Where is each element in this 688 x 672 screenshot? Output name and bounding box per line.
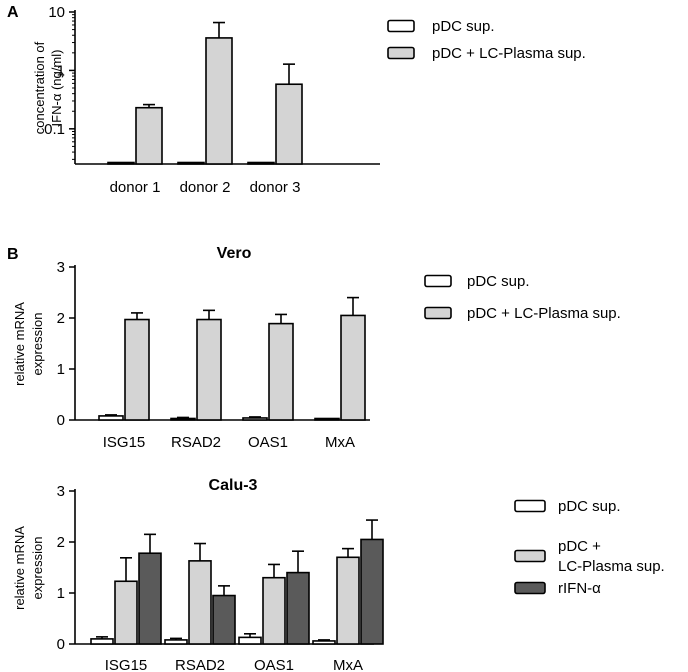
legend-label: pDC + LC-Plasma sup.: [432, 45, 586, 62]
bar-white: [90, 638, 114, 645]
chart-1: A 0.1 1 10 concentration of IFN-α (ng/ml) dono…: [7, 4, 586, 196]
bar-light: [188, 560, 212, 645]
y-tick-label: 2: [57, 310, 65, 327]
bar-light: [196, 318, 222, 421]
legend-label: pDC sup.: [467, 273, 530, 290]
legend-swatch-light: [514, 549, 546, 563]
x-tick-label: ISG15: [103, 434, 146, 451]
y-axis-label: relative mRNA: [12, 302, 27, 386]
legend-label: pDC + LC-Plasma sup.: [467, 305, 621, 322]
legend-swatch-dark: [514, 581, 546, 595]
bar-light: [262, 576, 286, 645]
x-tick-label: ISG15: [105, 657, 148, 672]
x-tick-label: OAS1: [254, 657, 294, 672]
legend-swatch-white: [424, 274, 452, 288]
y-tick-label: 3: [57, 259, 65, 276]
bar-light: [340, 314, 366, 421]
x-tick-label: donor 1: [110, 179, 161, 196]
y-tick-label: 1: [57, 585, 65, 602]
y-tick-label: 0: [57, 412, 65, 429]
chart-title: Calu-3: [209, 477, 258, 494]
bar-light: [336, 556, 360, 645]
bar-dark: [286, 571, 310, 645]
x-tick-label: RSAD2: [171, 434, 221, 451]
bar-white: [242, 417, 268, 421]
y-tick-label: 10: [48, 4, 65, 21]
y-tick-label: 3: [57, 483, 65, 500]
bar-white: [98, 415, 124, 421]
bar-white: [164, 639, 188, 645]
x-tick-label: donor 3: [250, 179, 301, 196]
x-tick-label: donor 2: [180, 179, 231, 196]
legend-swatch-white: [514, 499, 546, 513]
panel-label: A: [7, 4, 19, 21]
bar-white: [177, 161, 205, 165]
y-tick-label: 2: [57, 534, 65, 551]
y-axis-label: concentration of: [32, 41, 47, 134]
bar-white: [312, 640, 336, 645]
y-axis-label: expression: [30, 313, 45, 376]
legend-label: rIFN-α: [558, 580, 601, 597]
chart-title: Vero: [217, 245, 252, 262]
bar-dark: [212, 594, 236, 645]
y-tick-label: 0: [57, 636, 65, 653]
bar-light: [124, 318, 150, 421]
bar-white: [247, 161, 275, 165]
panel-label: B: [7, 246, 19, 263]
y-tick-label: 1: [57, 62, 65, 79]
bar-dark: [138, 552, 162, 645]
bar-light: [114, 580, 138, 645]
y-axis-label: relative mRNA: [12, 526, 27, 610]
x-tick-label: MxA: [325, 434, 355, 451]
y-axis-label: expression: [30, 537, 45, 600]
bar-light: [268, 322, 294, 421]
legend-swatch-light: [387, 46, 415, 60]
chart-3: Calu-3 0 1 2 3 relative mRNA expression ISG15 RS…: [12, 477, 665, 672]
x-tick-label: OAS1: [248, 434, 288, 451]
bar-light: [275, 83, 303, 165]
legend-swatch-light: [424, 306, 452, 320]
legend-swatch-white: [387, 19, 415, 33]
bar-light: [205, 37, 233, 165]
y-tick-label: 0.1: [44, 121, 65, 138]
x-tick-label: RSAD2: [175, 657, 225, 672]
legend-label: pDC sup.: [432, 18, 495, 35]
bar-white: [107, 161, 135, 165]
bar-dark: [360, 538, 384, 645]
bar-white: [170, 417, 196, 421]
bar-white: [314, 417, 340, 421]
bar-light: [135, 106, 163, 165]
legend-label: LC-Plasma sup.: [558, 558, 665, 575]
x-tick-label: MxA: [333, 657, 363, 672]
legend-label: pDC +: [558, 538, 601, 555]
chart-2: B Vero 0 1 2 3 relative mRNA expression ISG15 RSA…: [7, 245, 621, 451]
y-tick-label: 1: [57, 361, 65, 378]
bar-white: [238, 636, 262, 645]
y-axis-label: IFN-α (ng/ml): [49, 50, 64, 127]
legend-label: pDC sup.: [558, 498, 621, 515]
